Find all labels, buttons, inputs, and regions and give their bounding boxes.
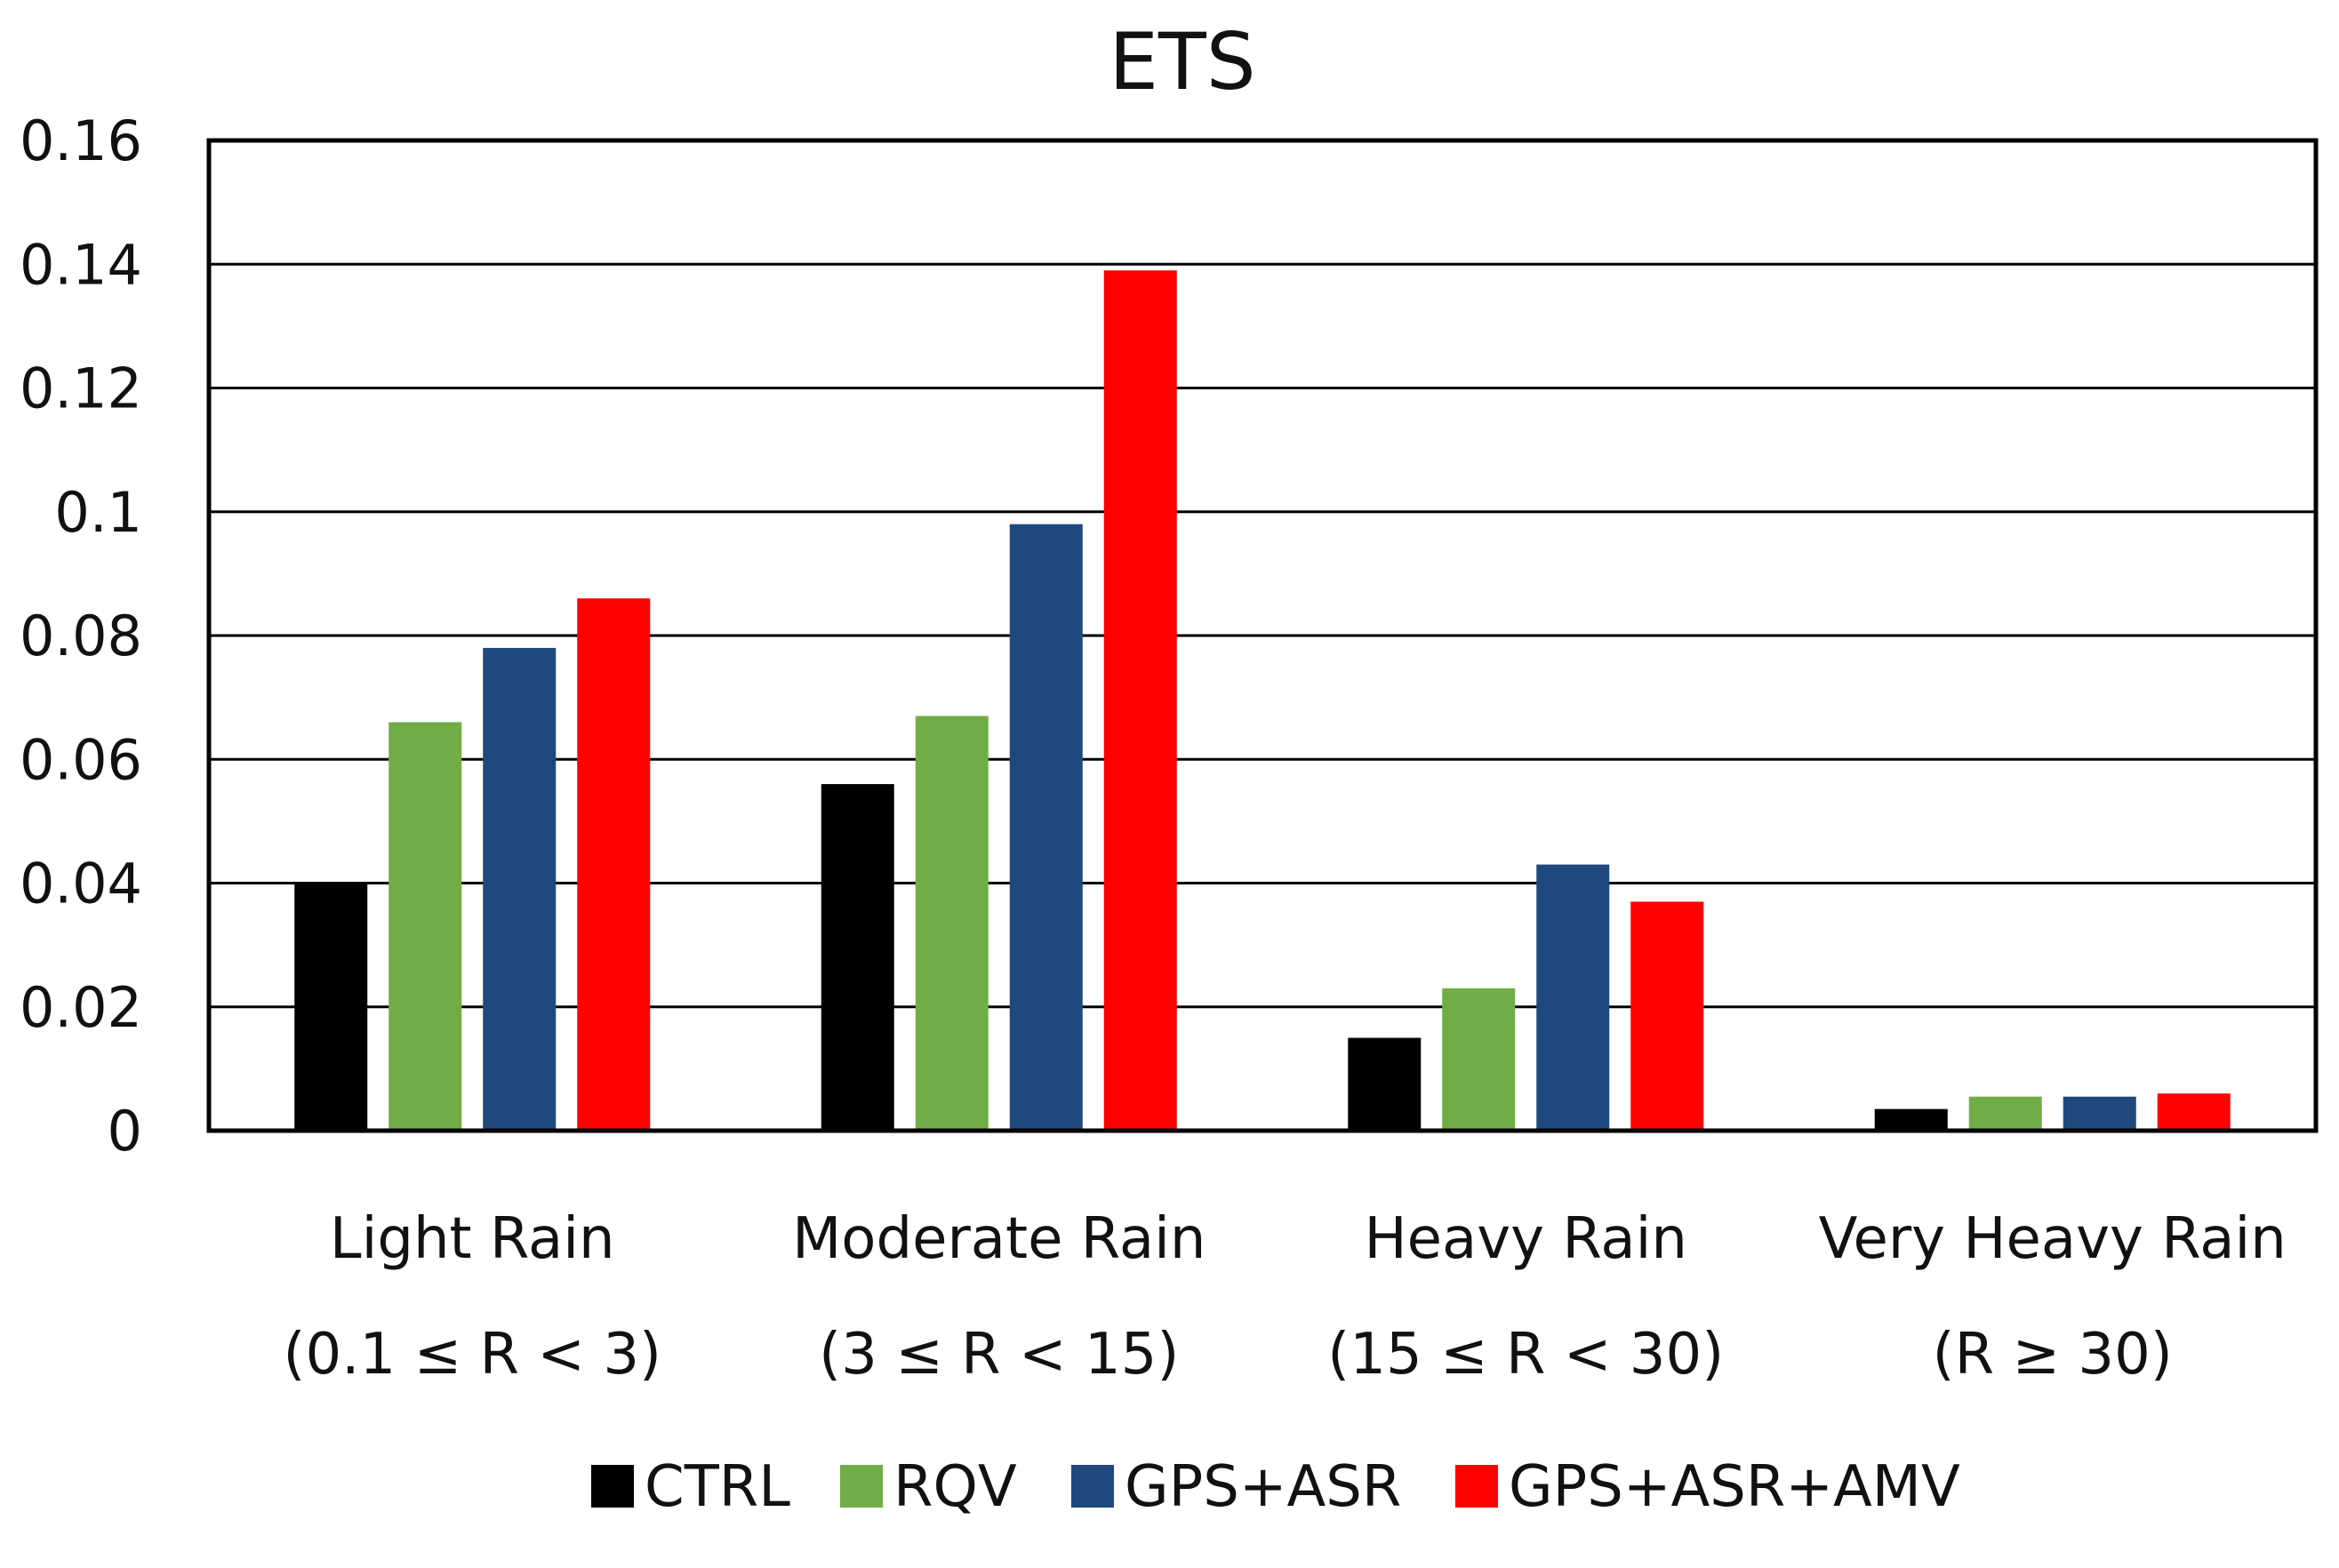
bar-gps-asr-3	[1536, 864, 1610, 1131]
y-tick-label: 0.12	[20, 356, 142, 421]
y-tick-label: 0.16	[20, 108, 142, 173]
category-range-label: (15 ≤ R < 30)	[1327, 1322, 1724, 1388]
bar-ctrl-2	[821, 784, 894, 1131]
legend-swatch	[1455, 1465, 1498, 1508]
bar-gps-asr-2	[1009, 524, 1083, 1131]
bar-rqv-2	[915, 716, 989, 1131]
legend-swatch	[591, 1465, 634, 1508]
legend-label: GPS+ASR+AMV	[1509, 1454, 1960, 1520]
bar-gps-asr-amv-4	[2157, 1093, 2231, 1131]
bar-ctrl-4	[1874, 1108, 1948, 1131]
gridlines	[209, 262, 2316, 1009]
x-axis-categories: Light Rain (0.1 ≤ R < 3) Moderate Rain (3 ≤…	[283, 1206, 2286, 1388]
y-tick-label: 0.1	[54, 480, 142, 545]
bars	[294, 270, 2231, 1131]
bar-rqv-4	[1968, 1096, 2042, 1131]
y-tick-label: 0.04	[20, 852, 142, 916]
bar-gps-asr-amv-1	[577, 598, 651, 1131]
bar-rqv-3	[1442, 988, 1516, 1131]
category-label: Heavy Rain	[1365, 1206, 1687, 1272]
bar-gps-asr-4	[2063, 1096, 2136, 1131]
y-tick-label: 0.02	[20, 975, 142, 1040]
category-range-label: (3 ≤ R < 15)	[819, 1322, 1179, 1388]
category-label: Moderate Rain	[792, 1206, 1206, 1272]
bar-ctrl-3	[1348, 1037, 1422, 1131]
y-tick-label: 0	[108, 1099, 142, 1164]
bar-gps-asr-amv-3	[1630, 901, 1704, 1131]
bar-ctrl-1	[294, 883, 368, 1131]
chart-title: ETS	[1109, 16, 1255, 108]
bar-gps-asr-amv-2	[1103, 270, 1177, 1131]
legend-label: CTRL	[645, 1454, 790, 1520]
legend-swatch	[1071, 1465, 1114, 1508]
category-label: Very Heavy Rain	[1819, 1206, 2287, 1272]
y-tick-label: 0.14	[20, 232, 142, 297]
y-axis-ticks: 0 0.02 0.04 0.06 0.08 0.1 0.12 0.14 0.16	[20, 108, 142, 1164]
category-label: Light Rain	[330, 1206, 615, 1272]
y-tick-label: 0.08	[20, 604, 142, 668]
legend: CTRL RQV GPS+ASR GPS+ASR+AMV	[591, 1454, 1960, 1520]
category-range-label: (R ≥ 30)	[1933, 1322, 2173, 1388]
plot-frame	[206, 138, 2319, 1133]
legend-label: RQV	[893, 1454, 1017, 1520]
bar-gps-asr-1	[483, 647, 557, 1131]
legend-swatch	[840, 1465, 883, 1508]
bar-rqv-1	[388, 722, 462, 1131]
y-tick-label: 0.06	[20, 727, 142, 792]
category-range-label: (0.1 ≤ R < 3)	[283, 1322, 661, 1388]
legend-label: GPS+ASR	[1125, 1454, 1401, 1520]
